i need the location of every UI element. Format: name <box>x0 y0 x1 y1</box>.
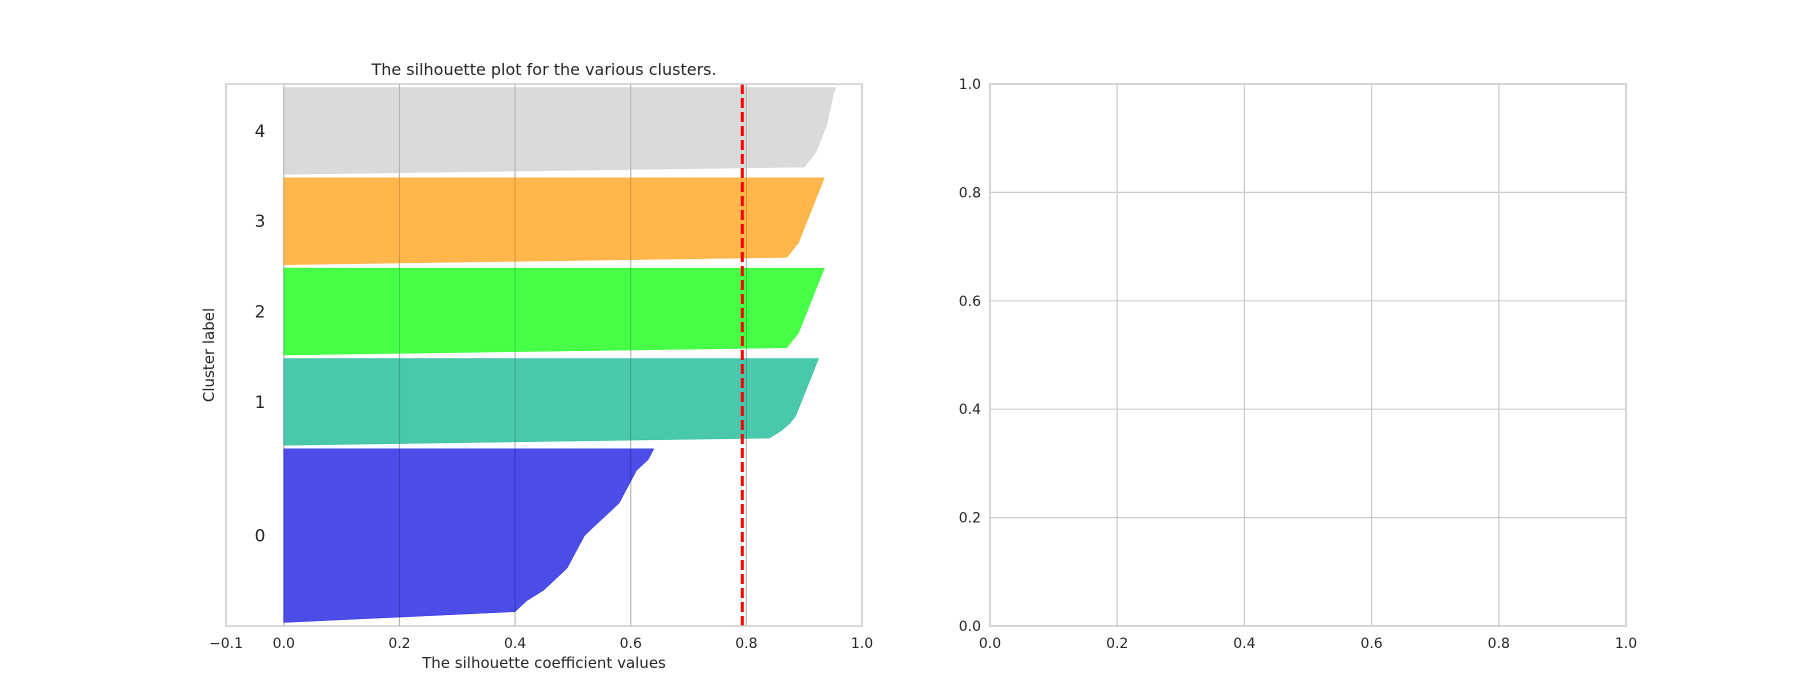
cluster-3-label: 3 <box>255 212 266 232</box>
silhouette-x-tick-label: 0.8 <box>735 636 757 652</box>
scatter-grid <box>989 83 1627 627</box>
scatter-x-tick-label: 0.2 <box>1106 636 1128 652</box>
cluster-4-label: 4 <box>255 122 266 142</box>
scatter-y-tick-label: 0.8 <box>959 185 981 201</box>
scatter-x-tick-label: 0.0 <box>979 636 1001 652</box>
scatter-x-tick-label: 1.0 <box>1615 636 1637 652</box>
cluster-1-silhouette <box>283 358 819 446</box>
scatter-x-tick-label: 0.6 <box>1360 636 1382 652</box>
scatter-axes: 0.0 0.2 0.4 0.6 0.8 1.0 0.0 0.2 0.4 0.6 0.8 1.0 <box>959 77 1637 652</box>
silhouette-y-axis-label: Cluster label <box>200 308 218 402</box>
silhouette-x-axis-label: The silhouette coefficient values <box>421 654 666 672</box>
scatter-y-tick-labels: 0.0 0.2 0.4 0.6 0.8 1.0 <box>959 77 981 635</box>
scatter-x-tick-label: 0.8 <box>1488 636 1510 652</box>
silhouette-x-tick-label: −0.1 <box>209 636 243 652</box>
cluster-4-silhouette <box>283 87 837 175</box>
cluster-2-label: 2 <box>255 303 266 323</box>
cluster-1-label: 1 <box>255 393 266 413</box>
cluster-0-label: 0 <box>255 527 266 547</box>
silhouette-x-tick-label: 0.6 <box>620 636 642 652</box>
silhouette-title: The silhouette plot for the various clus… <box>370 60 716 79</box>
silhouette-x-tick-labels: −0.1 0.0 0.2 0.4 0.6 0.8 1.0 <box>209 636 873 652</box>
silhouette-x-tick-label: 1.0 <box>851 636 873 652</box>
silhouette-x-tick-label: 0.4 <box>504 636 526 652</box>
silhouette-x-tick-label: 0.2 <box>388 636 410 652</box>
cluster-labels: 0 1 2 3 4 <box>255 122 266 547</box>
scatter-axes-frame <box>989 83 1627 627</box>
scatter-y-tick-label: 0.2 <box>959 511 981 527</box>
silhouette-fills <box>283 87 837 623</box>
scatter-y-tick-label: 0.6 <box>959 294 981 310</box>
scatter-y-tick-label: 0.0 <box>959 619 981 635</box>
silhouette-x-tick-label: 0.0 <box>273 636 295 652</box>
scatter-x-tick-label: 0.4 <box>1233 636 1255 652</box>
cluster-3-silhouette <box>283 177 825 265</box>
cluster-0-silhouette <box>283 448 655 623</box>
scatter-y-tick-label: 0.4 <box>959 402 981 418</box>
cluster-2-silhouette <box>283 267 825 356</box>
silhouette-axes-frame <box>225 83 863 627</box>
scatter-x-tick-labels: 0.0 0.2 0.4 0.6 0.8 1.0 <box>979 636 1637 652</box>
scatter-y-tick-label: 1.0 <box>959 77 981 93</box>
silhouette-axes: 0 1 2 3 4 −0.1 0.0 0.2 0.4 0.6 0.8 1.0 The silhoue… <box>200 60 873 672</box>
